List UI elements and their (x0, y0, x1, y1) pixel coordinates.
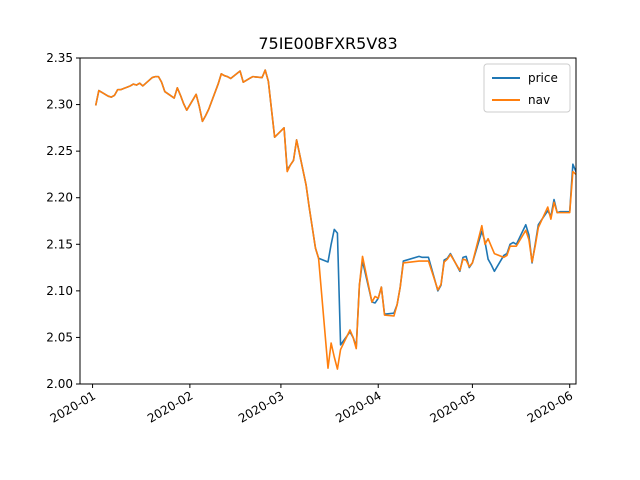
series-line-nav (94, 69, 576, 370)
y-tick-label: 2.10 (46, 284, 73, 298)
chart-title: 75IE00BFXR5V83 (258, 34, 397, 53)
y-tick-label: 2.30 (46, 98, 73, 112)
series-layer (94, 69, 576, 370)
y-tick-label: 2.00 (46, 377, 73, 391)
y-axis: 2.00 2.05 2.10 2.15 2.20 2.25 2.30 2.35 (46, 51, 80, 391)
legend-label-price: price (528, 71, 558, 85)
y-tick-label: 2.20 (46, 191, 73, 205)
y-tick-label: 2.25 (46, 144, 73, 158)
legend: price nav (483, 63, 571, 113)
plot-frame (79, 57, 577, 385)
y-tick-label: 2.05 (46, 330, 73, 344)
legend-label-nav: nav (528, 93, 550, 107)
y-tick-label: 2.15 (46, 237, 73, 251)
y-tick-label: 2.35 (46, 51, 73, 65)
